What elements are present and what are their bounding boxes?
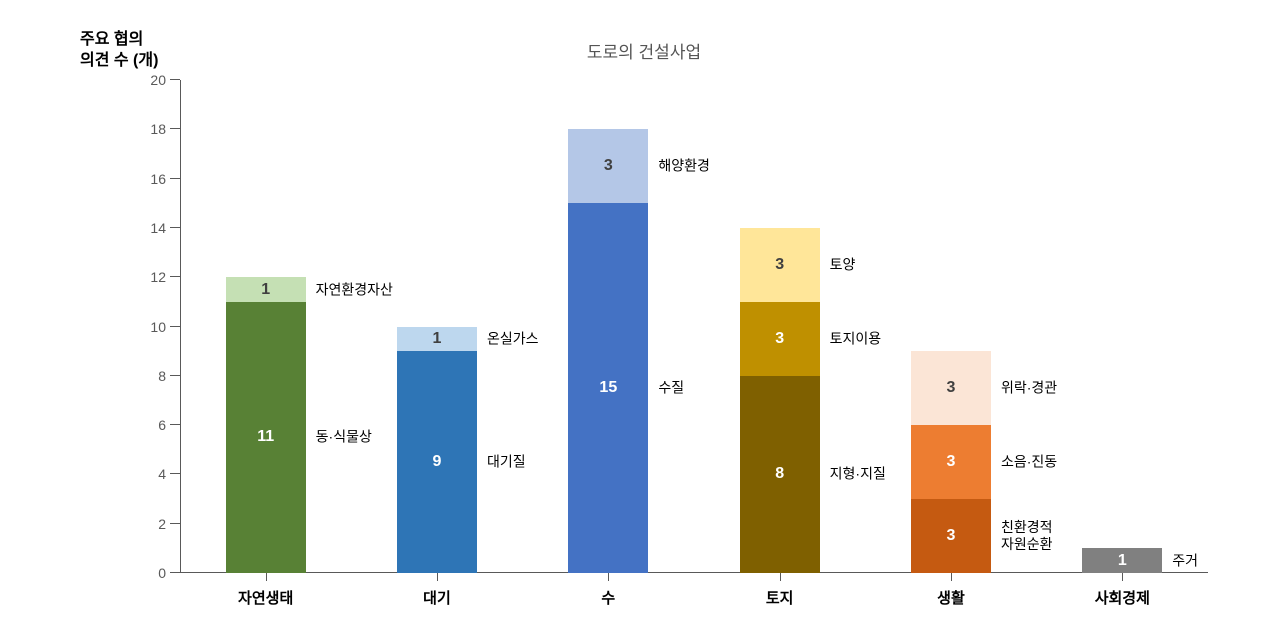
y-tick-label: 8 [158,368,180,384]
segment-value: 1 [433,330,442,348]
bar-segment: 3친환경적자원순환 [911,499,991,573]
x-category-label: 수 [568,587,648,608]
x-tick [951,573,952,581]
bar-group: 8지형·지질3토지이용3토양 [740,228,820,573]
segment-value: 15 [599,379,617,397]
y-tick-label: 20 [150,72,180,88]
bar-segment: 3토지이용 [740,302,820,376]
x-tick [266,573,267,581]
segment-value: 3 [947,379,956,397]
bar-group: 15수질3해양환경 [568,129,648,573]
y-axis-title: 주요 협의 의견 수 (개) [80,30,158,72]
segment-value: 3 [775,256,784,274]
segment-label: 자연환경자산 [306,281,393,298]
bar-group: 1주거 [1082,548,1162,573]
segment-value: 8 [775,465,784,483]
x-category-label: 자연생태 [226,587,306,608]
bar-group: 11동·식물상1자연환경자산 [226,277,306,573]
y-tick-label: 2 [158,516,180,532]
y-axis-title-line1: 주요 협의 [80,30,158,51]
bar-segment: 15수질 [568,203,648,573]
chart-title: 도로의 건설사업 [587,38,701,63]
x-axis-categories: 자연생태 대기 수 토지 생활 사회경제 [180,587,1208,608]
bar-segment: 3토양 [740,228,820,302]
bar-segment: 3소음·진동 [911,425,991,499]
bar-segment: 3해양환경 [568,129,648,203]
chart-container: 주요 협의 의견 수 (개) 도로의 건설사업 11동·식물상1자연환경자산9대… [60,20,1228,623]
segment-label: 수질 [648,380,684,397]
y-tick-label: 4 [158,466,180,482]
segment-label: 주거 [1162,552,1198,569]
bar-segment: 1자연환경자산 [226,277,306,302]
x-tick [780,573,781,581]
segment-value: 1 [1118,552,1127,570]
plot-area: 11동·식물상1자연환경자산9대기질1온실가스15수질3해양환경8지형·지질3토… [180,80,1208,573]
x-category-label: 대기 [397,587,477,608]
y-tick-label: 12 [150,269,180,285]
y-axis-title-line2: 의견 수 (개) [80,51,158,72]
x-tick [1122,573,1123,581]
x-tick [437,573,438,581]
y-tick-label: 10 [150,319,180,335]
segment-label: 토양 [820,257,856,274]
y-tick-label: 0 [158,565,180,581]
segment-label: 친환경적자원순환 [991,519,1053,553]
bar-segment: 1온실가스 [397,327,477,352]
y-tick-label: 16 [150,171,180,187]
y-tick-label: 14 [150,220,180,236]
segment-label: 동·식물상 [306,429,372,446]
segment-label: 소음·진동 [991,454,1057,471]
x-category-label: 토지 [740,587,820,608]
segment-value: 3 [775,330,784,348]
segment-label: 지형·지질 [820,466,886,483]
x-tick [608,573,609,581]
segment-label: 해양환경 [648,158,710,175]
y-tick-label: 18 [150,121,180,137]
segment-value: 1 [261,281,270,299]
segment-value: 9 [433,453,442,471]
segment-value: 3 [604,157,613,175]
segment-value: 3 [947,453,956,471]
segment-label: 위락·경관 [991,380,1057,397]
bar-group: 3친환경적자원순환3소음·진동3위락·경관 [911,351,991,573]
x-category-label: 사회경제 [1082,587,1162,608]
bar-segment: 9대기질 [397,351,477,573]
segment-label: 대기질 [477,454,526,471]
bars-container: 11동·식물상1자연환경자산9대기질1온실가스15수질3해양환경8지형·지질3토… [180,80,1208,573]
segment-label: 토지이용 [820,330,882,347]
y-tick-label: 6 [158,417,180,433]
segment-value: 11 [257,428,274,446]
bar-segment: 8지형·지질 [740,376,820,573]
x-category-label: 생활 [911,587,991,608]
segment-label: 온실가스 [477,330,539,347]
bar-group: 9대기질1온실가스 [397,327,477,573]
segment-value: 3 [947,527,956,545]
bar-segment: 3위락·경관 [911,351,991,425]
bar-segment: 1주거 [1082,548,1162,573]
bar-segment: 11동·식물상 [226,302,306,573]
